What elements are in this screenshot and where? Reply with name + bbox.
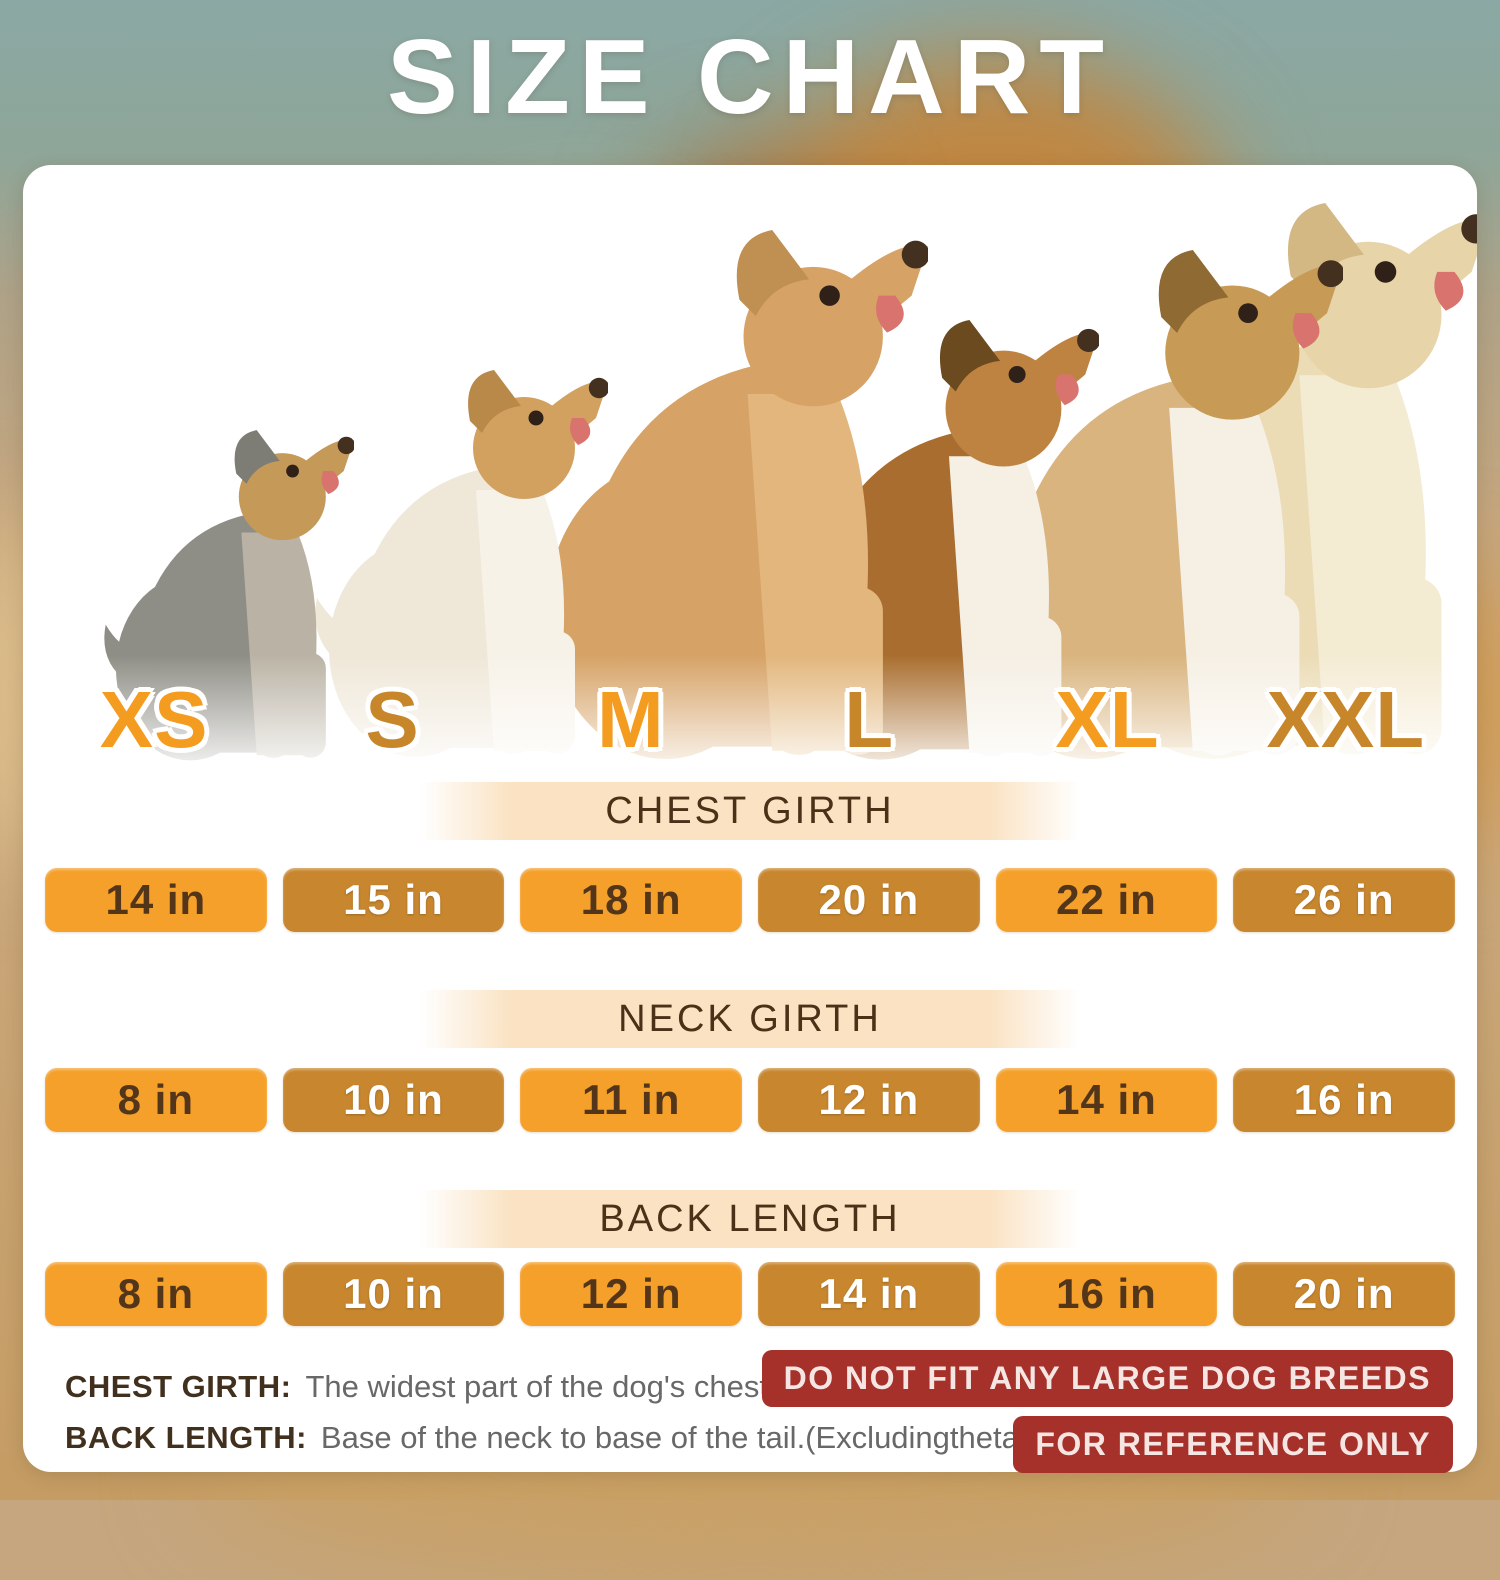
note-chest-girth-label: CHEST GIRTH: <box>65 1369 292 1404</box>
neck-girth-value-m: 11 in <box>520 1068 742 1132</box>
note-chest-girth: CHEST GIRTH: The widest part of the dog'… <box>65 1369 1043 1405</box>
size-label-l: L <box>844 675 895 764</box>
back-length-value-xl: 16 in <box>995 1262 1218 1326</box>
page-title: SIZE CHART <box>387 18 1113 136</box>
neck-girth-value-l: 12 in <box>758 1068 980 1132</box>
chest-girth-value-xs: 14 in <box>45 868 267 932</box>
size-label-s: S <box>365 675 420 764</box>
chest-girth-value-xl: 22 in <box>995 868 1218 932</box>
size-cell-xl: XL <box>988 680 1226 760</box>
neck-girth-value-xxl: 16 in <box>1233 1068 1455 1132</box>
section-header-chest-girth: CHEST GIRTH <box>420 782 1080 840</box>
chest-girth-value-xxl: 26 in <box>1233 868 1455 932</box>
note-back-length-label: BACK LENGTH: <box>65 1420 307 1455</box>
size-cell-s: S <box>273 680 511 760</box>
warning-badge-no-large-breeds: DO NOT FIT ANY LARGE DOG BREEDS <box>761 1350 1453 1407</box>
note-back-length: BACK LENGTH: Base of the neck to base of… <box>65 1420 1043 1456</box>
neck-girth-row: 8 in 10 in 11 in 12 in 14 in 16 in <box>45 1068 1455 1132</box>
neck-girth-value-xl: 14 in <box>995 1068 1218 1132</box>
size-cell-xs: XS <box>35 680 273 760</box>
size-label-m: M <box>597 675 665 764</box>
chest-girth-value-m: 18 in <box>520 868 742 932</box>
size-label-xl: XL <box>1055 675 1160 764</box>
size-cell-l: L <box>750 680 988 760</box>
back-length-row: 8 in 10 in 12 in 14 in 16 in 20 in <box>45 1262 1455 1326</box>
size-label-xxl: XXL <box>1266 675 1426 764</box>
back-length-value-xs: 8 in <box>45 1262 267 1326</box>
back-length-value-m: 12 in <box>520 1262 742 1326</box>
size-label-xs: XS <box>99 675 209 764</box>
neck-girth-value-xs: 8 in <box>45 1068 267 1132</box>
chest-girth-value-s: 15 in <box>282 868 505 932</box>
size-labels-row: XS S M L XL XXL <box>35 680 1465 760</box>
back-length-value-s: 10 in <box>282 1262 505 1326</box>
back-length-value-l: 14 in <box>758 1262 980 1326</box>
back-length-value-xxl: 20 in <box>1233 1262 1455 1326</box>
note-chest-girth-text: The widest part of the dog's chest. <box>305 1369 777 1404</box>
warning-badge-reference-only: FOR REFERENCE ONLY <box>1013 1416 1453 1473</box>
section-header-neck-girth: NECK GIRTH <box>420 990 1080 1048</box>
dog-lineup <box>23 165 1477 805</box>
warning-badges: DO NOT FIT ANY LARGE DOG BREEDS FOR REFE… <box>761 1350 1453 1473</box>
chest-girth-value-l: 20 in <box>758 868 980 932</box>
neck-girth-value-s: 10 in <box>282 1068 505 1132</box>
size-chart-card: XS S M L XL XXL CHEST GIRTH 14 in 15 in … <box>23 165 1477 1473</box>
chest-girth-row: 14 in 15 in 18 in 20 in 22 in 26 in <box>45 868 1455 932</box>
measurement-notes: CHEST GIRTH: The widest part of the dog'… <box>65 1369 1043 1471</box>
size-cell-xxl: XXL <box>1227 680 1465 760</box>
size-cell-m: M <box>512 680 750 760</box>
note-back-length-text: Base of the neck to base of the tail.(Ex… <box>320 1420 1043 1455</box>
section-header-back-length: BACK LENGTH <box>420 1190 1080 1248</box>
